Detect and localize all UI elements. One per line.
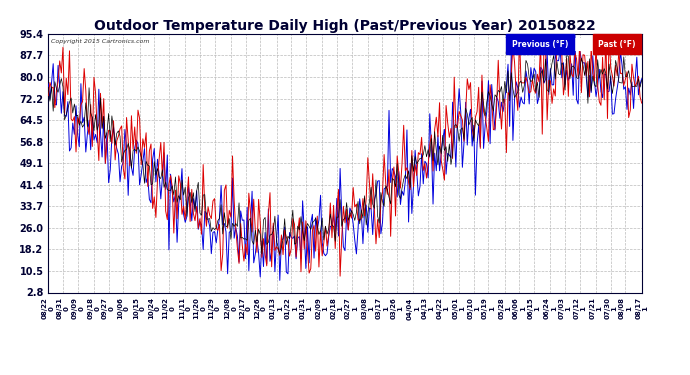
Title: Outdoor Temperature Daily High (Past/Previous Year) 20150822: Outdoor Temperature Daily High (Past/Pre… (94, 19, 596, 33)
Legend: Previous (°F), Past (°F): Previous (°F), Past (°F) (495, 38, 638, 51)
Text: Copyright 2015 Cartronics.com: Copyright 2015 Cartronics.com (51, 39, 150, 44)
